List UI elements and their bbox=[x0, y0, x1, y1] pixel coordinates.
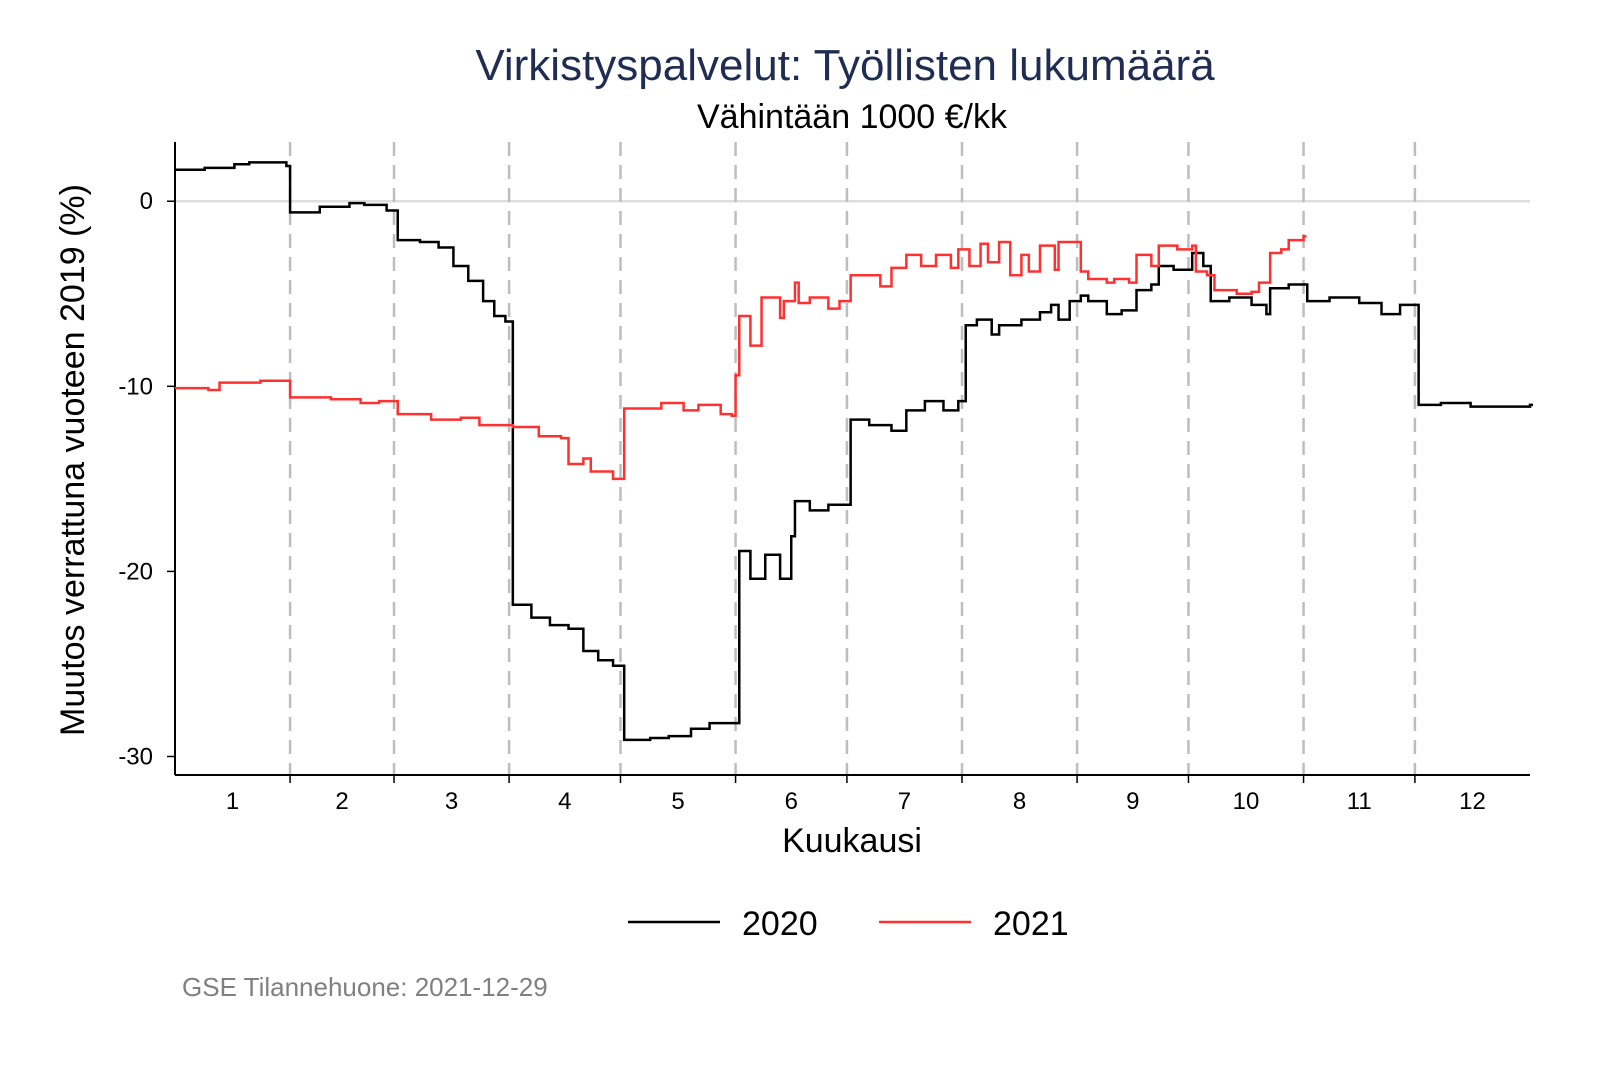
legend-label-2020: 2020 bbox=[742, 905, 818, 943]
chart-title: Virkistyspalvelut: Työllisten lukumäärä bbox=[475, 41, 1215, 90]
x-tick-label: 6 bbox=[785, 788, 798, 815]
legend: 2020 2021 bbox=[628, 905, 1069, 943]
y-tick-label: -20 bbox=[118, 558, 153, 585]
x-tick-label: 11 bbox=[1347, 788, 1372, 815]
y-axis-label: Muutos verrattuna vuoteen 2019 (%) bbox=[54, 184, 92, 736]
x-tick-label: 2 bbox=[335, 788, 348, 815]
series-line-2021 bbox=[175, 235, 1307, 481]
x-tick-label: 9 bbox=[1126, 788, 1139, 815]
x-tick-label: 8 bbox=[1013, 788, 1026, 815]
legend-label-2021: 2021 bbox=[993, 905, 1069, 943]
x-tick-label: 3 bbox=[445, 788, 458, 815]
series-line-2020 bbox=[175, 161, 1533, 742]
x-tick-label: 7 bbox=[898, 788, 911, 815]
chart-subtitle: Vähintään 1000 €/kk bbox=[697, 98, 1008, 136]
y-tick-label: 0 bbox=[140, 188, 153, 215]
x-axis-label: Kuukausi bbox=[782, 822, 922, 860]
x-tick-label: 4 bbox=[558, 788, 571, 815]
x-tick-label: 12 bbox=[1459, 788, 1486, 815]
y-tick-label: -10 bbox=[118, 373, 153, 400]
x-tick-label: 1 bbox=[226, 788, 239, 815]
footnote: GSE Tilannehuone: 2021-12-29 bbox=[182, 972, 548, 1002]
x-tick-label: 10 bbox=[1233, 788, 1260, 815]
x-tick-label: 5 bbox=[671, 788, 684, 815]
y-tick-label: -30 bbox=[118, 743, 153, 770]
